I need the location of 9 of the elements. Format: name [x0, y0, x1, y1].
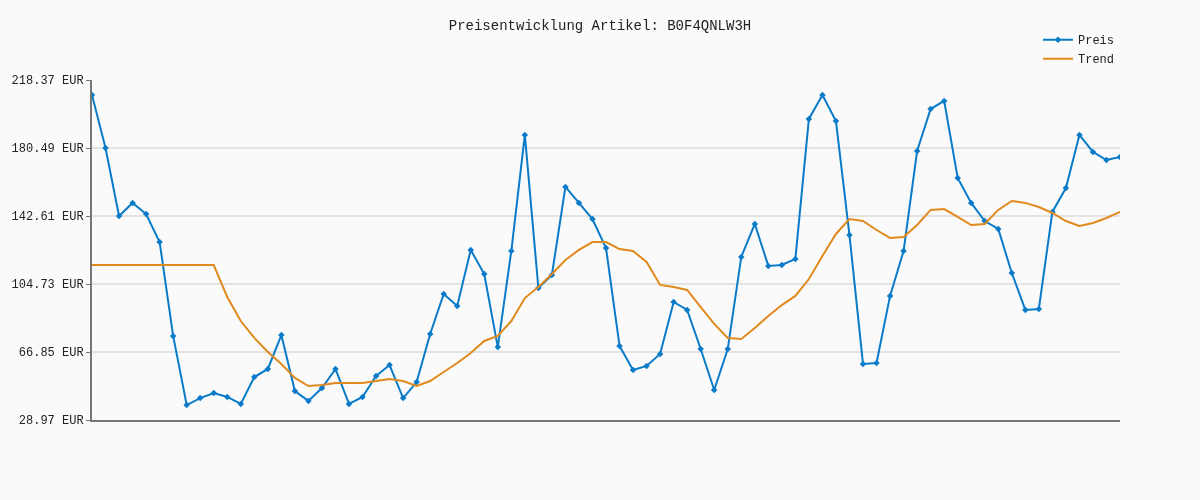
- y-tick-label: 142.61 EUR: [11, 210, 84, 225]
- legend-label: Trend: [1078, 53, 1115, 68]
- chart-title: Preisentwicklung Artikel: B0F4QNLW3H: [448, 17, 752, 34]
- legend-label: Preis: [1078, 34, 1115, 49]
- y-tick-label: 104.73 EUR: [11, 278, 84, 293]
- y-tick-label: 180.49 EUR: [11, 142, 84, 157]
- y-tick-label: 218.37 EUR: [11, 74, 84, 89]
- y-tick-label: 28.97 EUR: [18, 414, 84, 429]
- y-tick-label: 66.85 EUR: [18, 346, 84, 361]
